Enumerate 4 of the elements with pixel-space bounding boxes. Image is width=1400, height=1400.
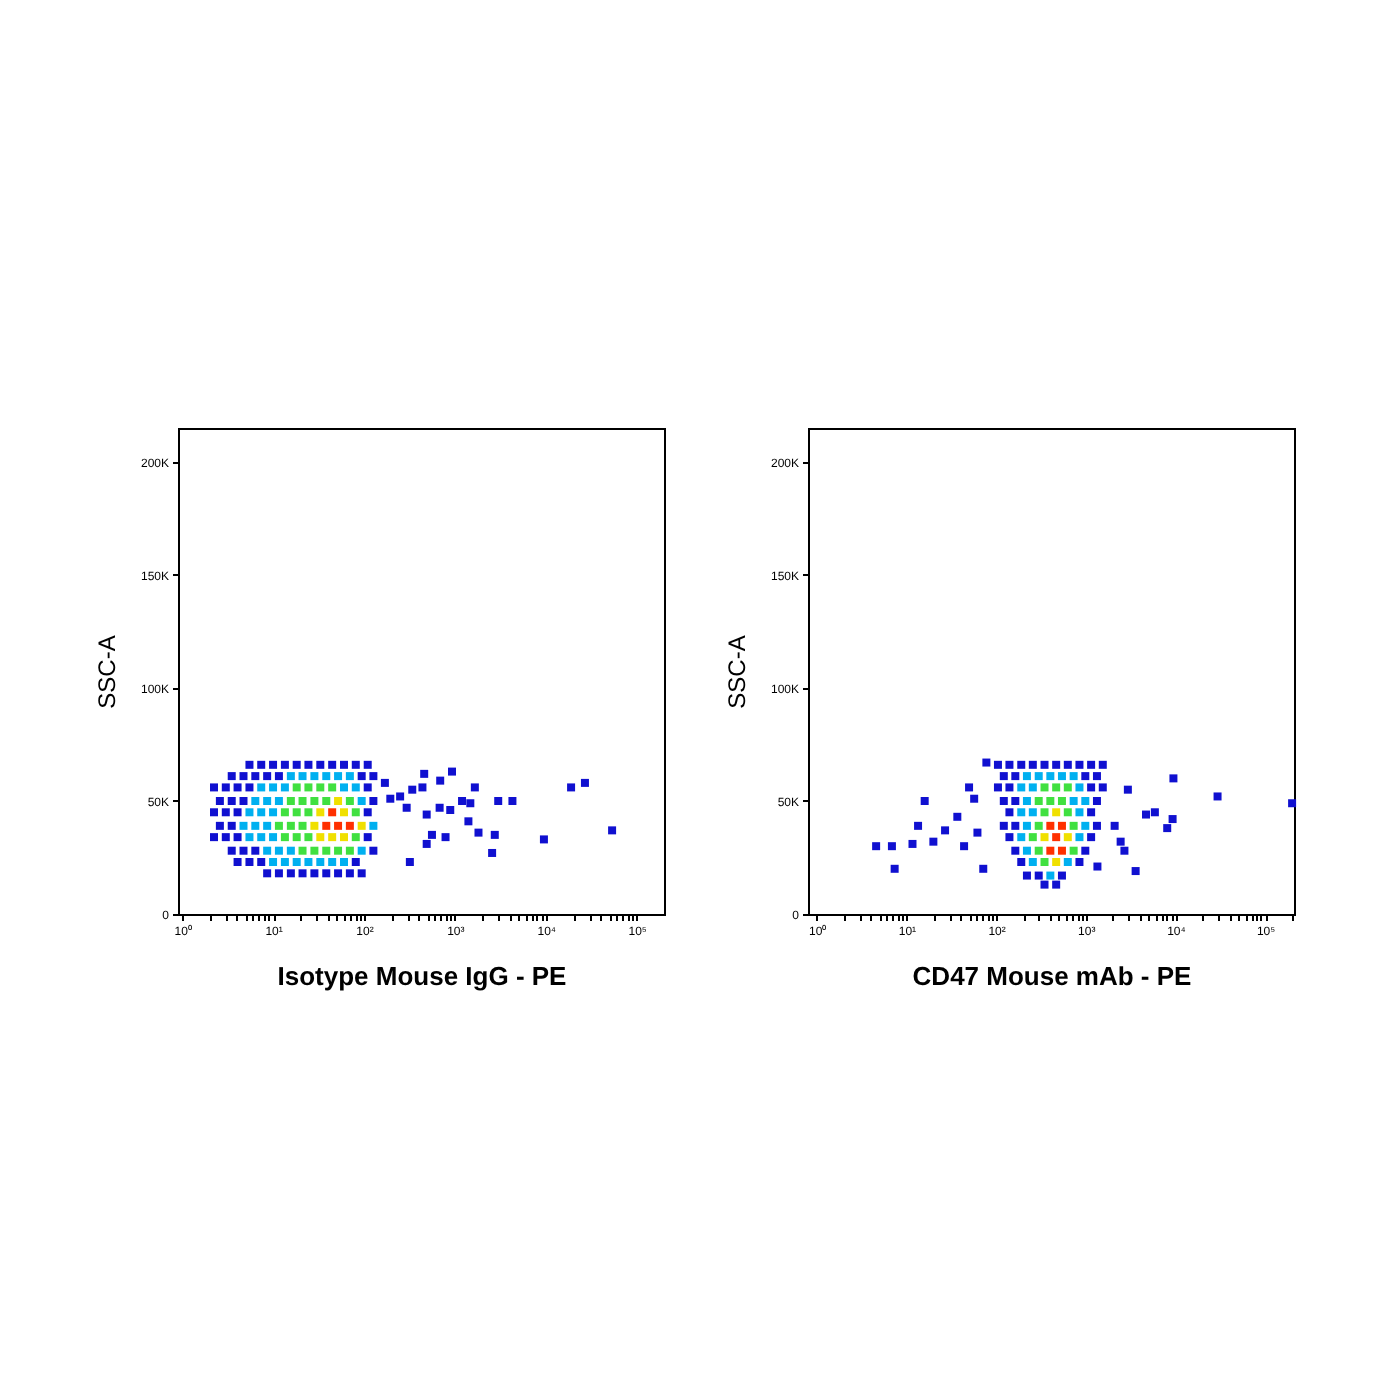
x-axis-title: CD47 Mouse mAb - PE [912, 961, 1193, 991]
x-axis-title: Isotype Mouse IgG - PE [277, 961, 568, 991]
y-axis-title: SSC-A [722, 635, 751, 709]
y-axis-title: SSC-A [92, 635, 121, 709]
